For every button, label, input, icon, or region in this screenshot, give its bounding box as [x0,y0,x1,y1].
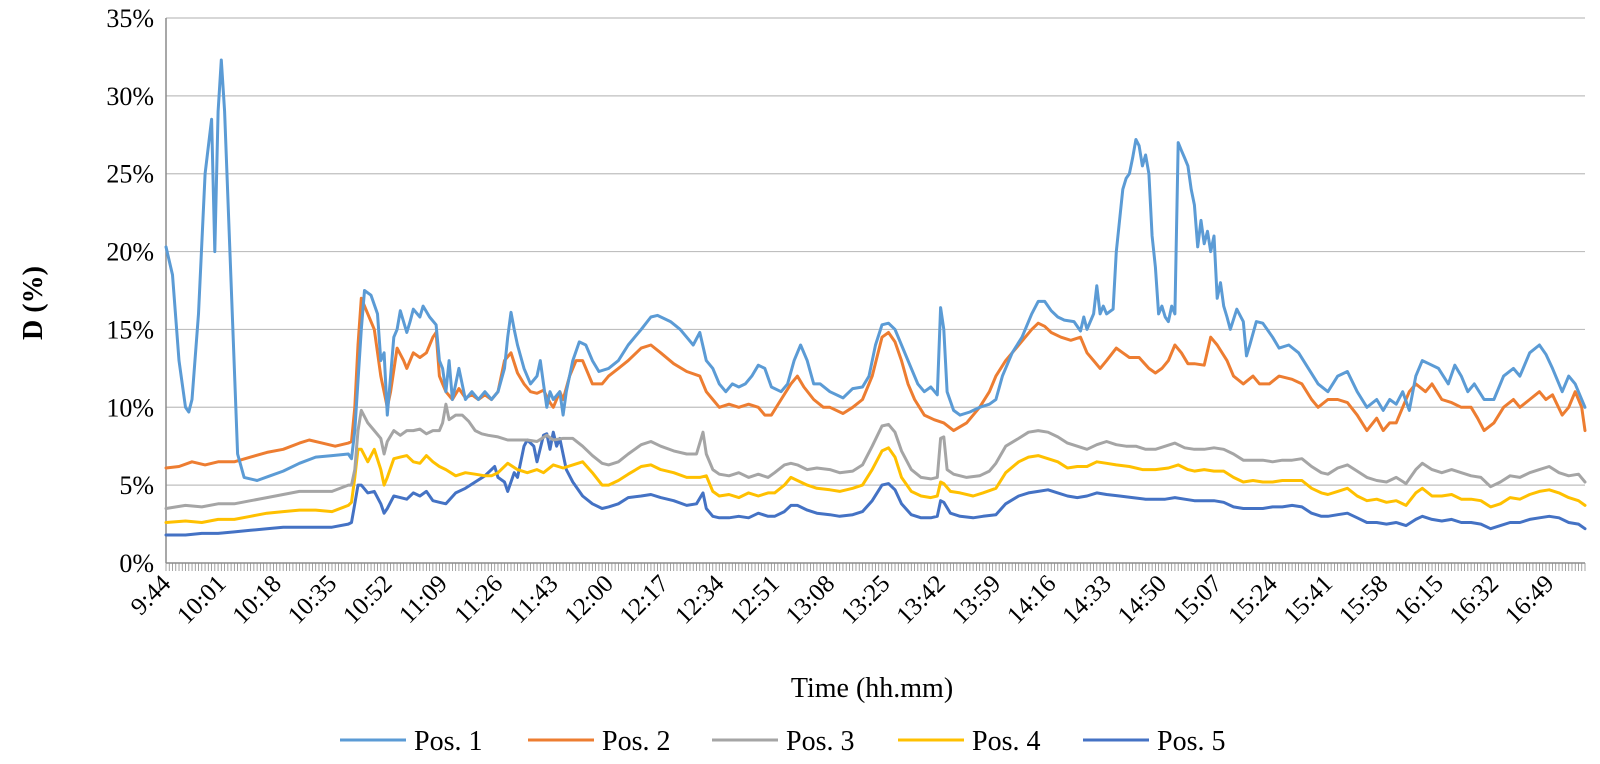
x-tick-label: 10:01 [172,570,231,629]
legend-label: Pos. 2 [602,726,670,757]
x-tick-label: 11:43 [505,570,564,629]
x-tick-label: 10:18 [228,570,287,629]
series-line-pos-2 [164,296,1587,470]
legend-item: Pos. 2 [528,726,670,757]
series-line-pos-4 [164,446,1587,524]
plot-area [164,58,1587,537]
x-tick-label: 13:59 [947,570,1006,629]
y-tick-label: 35% [106,4,154,33]
x-tick-label: 13:08 [781,570,840,629]
x-tick-label: 14:16 [1002,570,1061,629]
x-tick-label: 11:26 [449,570,508,629]
x-tick-label: 11:09 [394,570,453,629]
x-tick-label: 14:50 [1113,570,1172,629]
x-tick-label: 16:32 [1445,570,1504,629]
x-tick-label: 15:24 [1223,570,1283,630]
y-tick-label: 15% [106,315,154,344]
legend-label: Pos. 5 [1157,726,1225,757]
gridlines [166,17,1585,486]
series-line-pos-3 [164,402,1587,510]
y-axis-title: D (%) [18,266,49,340]
x-tick-label: 10:35 [283,570,342,629]
x-minor-ticks [165,563,1586,571]
legend-item: Pos. 3 [712,726,854,757]
legend-item: Pos. 5 [1083,726,1225,757]
x-axis: 9:4410:0110:1810:3510:5211:0911:2611:431… [126,18,1586,630]
x-tick-label: 16:49 [1500,570,1559,629]
x-tick-label: 13:42 [891,570,950,629]
x-tick-label: 13:25 [836,570,895,629]
y-tick-label: 20% [106,238,154,267]
legend: Pos. 1 Pos. 2 Pos. 3 Pos. 4 Pos. 5 [340,726,1225,757]
legend-item: Pos. 4 [898,726,1040,757]
y-tick-label: 0% [119,549,154,578]
y-tick-label: 30% [106,82,154,111]
series-line-pos-1 [164,58,1587,482]
legend-label: Pos. 1 [414,726,482,757]
y-tick-label: 25% [106,160,154,189]
x-tick-label: 12:17 [615,570,674,629]
x-axis-title: Time (hh.mm) [791,673,953,704]
x-tick-label: 14:33 [1057,570,1116,629]
x-tick-label: 15:07 [1168,570,1227,629]
x-tick-label: 12:51 [725,570,784,629]
y-tick-label: 10% [106,393,154,422]
y-tick-label: 5% [119,471,154,500]
x-tick-label: 10:52 [338,570,397,629]
x-tick-label: 12:34 [670,570,730,630]
legend-label: Pos. 4 [972,726,1040,757]
x-tick-label: 15:58 [1334,570,1393,629]
legend-item: Pos. 1 [340,726,482,757]
series-line-pos-5 [164,430,1587,537]
x-tick-label: 15:41 [1279,570,1338,629]
legend-label: Pos. 3 [786,726,854,757]
x-tick-label: 12:00 [560,570,619,629]
x-tick-label: 16:15 [1389,570,1448,629]
y-axis-ticks: 0% 5% 10% 15% 20% 25% 30% 35% [106,4,154,578]
